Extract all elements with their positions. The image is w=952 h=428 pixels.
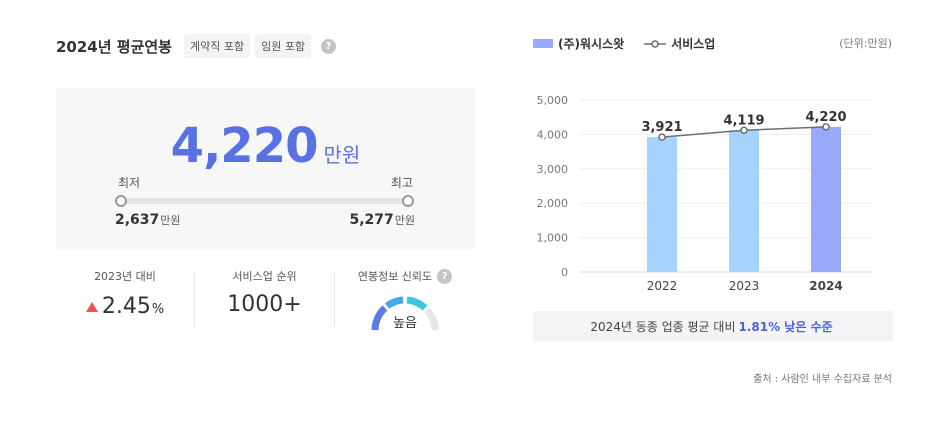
trust-caption: 연봉정보 신뢰도 ? xyxy=(335,268,475,284)
range-track xyxy=(122,198,409,204)
legend-line-icon xyxy=(644,39,667,48)
x-tick-label: 2022 xyxy=(647,279,678,293)
tag-executive: 임원 포함 xyxy=(255,34,312,58)
rank-value: 1000+ xyxy=(227,292,302,317)
data-label: 4,119 xyxy=(723,113,764,128)
y-tick-label: 0 xyxy=(561,266,568,279)
bar xyxy=(729,130,759,272)
salary-box: 4,220 만원 최저 최고 2,637만원 5,277만원 xyxy=(56,88,475,250)
tag-contract: 계약직 포함 xyxy=(183,34,251,58)
gauge-icon xyxy=(371,296,439,331)
line-point xyxy=(822,123,830,131)
average-salary-unit: 만원 xyxy=(323,143,361,167)
min-label: 최저 xyxy=(118,176,141,190)
title-row: 2024년 평균연봉 계약직 포함 임원 포함 ? xyxy=(56,34,337,58)
average-salary: 4,220 만원 xyxy=(56,118,475,174)
range-min-marker xyxy=(115,195,127,207)
legend-company: (주)워시스왓 xyxy=(558,37,625,51)
min-value: 2,637만원 xyxy=(115,212,181,228)
legend-industry: 서비스업 xyxy=(671,37,716,51)
help-icon[interactable]: ? xyxy=(437,268,453,284)
chart-legend: (주)워시스왓 서비스업 xyxy=(533,35,715,52)
data-label: 4,220 xyxy=(805,110,846,125)
summary-highlight: 1.81% 낮은 수준 xyxy=(738,319,833,334)
trust-value: 높음 xyxy=(393,316,417,331)
yoy-value: 2.45 xyxy=(101,294,151,319)
max-value: 5,277만원 xyxy=(349,212,415,228)
unit-note: (단위:만원) xyxy=(839,37,892,50)
divider xyxy=(334,272,335,326)
bar xyxy=(647,137,677,272)
up-arrow-icon xyxy=(85,301,98,312)
data-label: 3,921 xyxy=(641,120,682,135)
comparison-summary: 2024년 동종 업종 평균 대비 1.81% 낮은 수준 xyxy=(533,311,893,341)
y-tick-label: 2,000 xyxy=(537,197,569,210)
salary-chart: 0 1,000 2,000 3,000 4,000 5,000 2022 2023 2024 3,… xyxy=(537,94,872,293)
help-icon[interactable]: ? xyxy=(321,38,337,54)
trust-stat: 연봉정보 신뢰도 ? 높음 xyxy=(335,268,475,334)
source-note: 출처 : 사람인 내부 수집자료 분석 xyxy=(753,374,892,385)
rank-stat: 서비스업 순위 1000+ xyxy=(195,268,334,317)
page-title: 2024년 평균연봉 xyxy=(56,37,172,56)
divider xyxy=(194,272,195,326)
y-tick-label: 4,000 xyxy=(537,128,569,141)
x-tick-label: 2023 xyxy=(729,279,760,293)
yoy-stat: 2023년 대비 2.45 % xyxy=(56,268,194,319)
rank-caption: 서비스업 순위 xyxy=(232,270,297,283)
legend-bar-swatch xyxy=(533,39,553,48)
max-label: 최고 xyxy=(390,176,413,190)
bar xyxy=(811,126,841,272)
yoy-caption: 2023년 대비 xyxy=(94,270,156,283)
yoy-delta: 2.45 % xyxy=(56,294,194,319)
trust-gauge: 높음 xyxy=(369,294,441,334)
y-tick-label: 1,000 xyxy=(537,232,569,245)
line-point xyxy=(658,133,666,141)
x-tick-label: 2024 xyxy=(809,279,842,293)
yoy-unit: % xyxy=(151,302,165,317)
y-tick-label: 3,000 xyxy=(537,163,569,176)
average-salary-value: 4,220 xyxy=(170,118,319,174)
line-point xyxy=(740,126,748,135)
range-max-marker xyxy=(402,195,414,207)
y-tick-label: 5,000 xyxy=(537,94,569,107)
